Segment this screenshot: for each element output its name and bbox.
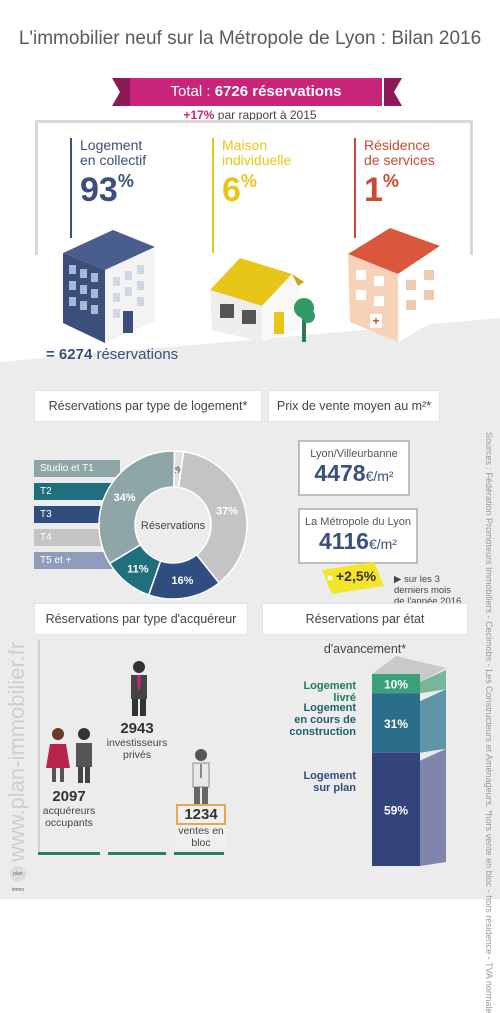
total-value: 6726 réservations — [214, 83, 342, 100]
logo-badge: plan immo — [10, 866, 26, 893]
avancement-title: Réservations par état d'avancement* — [262, 603, 468, 656]
state-construction: Logement en cours de construction — [289, 702, 356, 738]
residence-line — [354, 138, 356, 238]
stack-segment-plan — [372, 752, 420, 866]
house-icon — [210, 258, 315, 342]
stack-label-livre: 10% — [384, 678, 408, 692]
total-ribbon: Total : 6726 réservations — [130, 78, 382, 106]
pie-label-t3: 16% — [171, 575, 193, 587]
maison-percent: 6% — [222, 171, 257, 209]
investor-icon — [131, 661, 147, 716]
pie-label-t4: 34% — [113, 492, 135, 504]
price-tag-note: ▶ sur les 3 derniers mois de l'année 2016 — [394, 574, 462, 607]
acq-investisseurs: 2943 investisseurs privés — [106, 720, 168, 761]
residence-icon: + — [348, 228, 440, 342]
acq-bloc: 1234 ventes en bloc — [176, 804, 226, 849]
legend-t5: T5 et + — [34, 552, 120, 569]
pie-label-t2: 11% — [127, 564, 149, 576]
legend-studio: Studio et T1 — [34, 460, 120, 477]
page-title: L'immobilier neuf sur la Métropole de Ly… — [18, 28, 482, 49]
svg-text:+: + — [372, 314, 379, 328]
acq-base-3 — [174, 852, 224, 855]
growth-value: +17% — [183, 108, 215, 122]
price-card-metropole: La Métropole du Lyon 4116€/m² — [298, 508, 418, 564]
acq-occupants: 2097 acquéreurs occupants — [42, 788, 96, 829]
stacked-building-chart: 10% 31% 59% — [372, 656, 446, 866]
legend-t2: T2 — [34, 483, 120, 500]
couple-icon — [46, 728, 92, 783]
price-card-lyon: Lyon/Villeurbanne 4478€/m² — [298, 440, 410, 496]
pie-center-label: Réservations — [141, 520, 206, 532]
pie-label-t5-et-: 37% — [216, 505, 238, 517]
pie-slice-t5-et- — [177, 450, 248, 585]
pie-legend: Studio et T1 T2 T3 T4 T5 et + — [34, 460, 120, 569]
acq-base-2 — [108, 852, 166, 855]
total-prefix: Total : — [170, 83, 215, 100]
growth-text: +17% par rapport à 2015 — [0, 108, 500, 122]
acq-bar-line-1 — [38, 640, 40, 854]
pie-title: Réservations par type de logement* — [34, 390, 262, 422]
stack-side-livre — [420, 670, 446, 694]
residence-percent: 1% — [364, 171, 399, 209]
stack-label-construction: 31% — [384, 717, 408, 731]
stack-segment-livre — [372, 674, 420, 694]
legend-t4: T4 — [34, 529, 120, 546]
acquereur-title: Réservations par type d'acquéreur — [34, 603, 248, 635]
acq-base-1 — [38, 852, 100, 855]
ribbon-shape — [112, 78, 402, 106]
stack-side-plan — [420, 748, 446, 866]
pie-label-studio-et-t1: 2% — [171, 465, 184, 475]
watermark-text: www.plan-immobilier.fr — [4, 641, 29, 862]
stack-segment-construction — [372, 693, 420, 753]
state-plan: Logement sur plan — [303, 770, 356, 794]
price-tag-icon — [322, 562, 384, 594]
stack-label-plan: 59% — [384, 803, 408, 817]
donut-chart: 2% 37% 16% 11% 34% Réservations — [98, 450, 248, 600]
growth-label: par rapport à 2015 — [214, 108, 317, 122]
bulk-buyer-icon — [192, 749, 210, 804]
state-livre: Logement livré — [303, 680, 356, 704]
residence-label: Résidence de services — [364, 137, 435, 168]
collectif-label: Logement en collectif — [80, 137, 147, 168]
collectif-percent: 93% — [80, 171, 134, 209]
pie-slice-t4 — [98, 450, 176, 565]
maison-label: Maison individuelle — [222, 137, 292, 168]
sources-text: Sources : Fédération Promoteurs Immobili… — [484, 432, 494, 1013]
collectif-line — [70, 138, 72, 238]
summary-frame — [35, 120, 473, 255]
price-title: Prix de vente moyen au m²* — [268, 390, 440, 422]
maison-line — [212, 138, 214, 253]
price-tag-value: +2,5% — [336, 568, 377, 584]
stack-side-construction — [420, 689, 446, 753]
collectif-reservations: = 6274 réservations — [46, 346, 179, 363]
apartment-building-icon — [63, 230, 155, 343]
